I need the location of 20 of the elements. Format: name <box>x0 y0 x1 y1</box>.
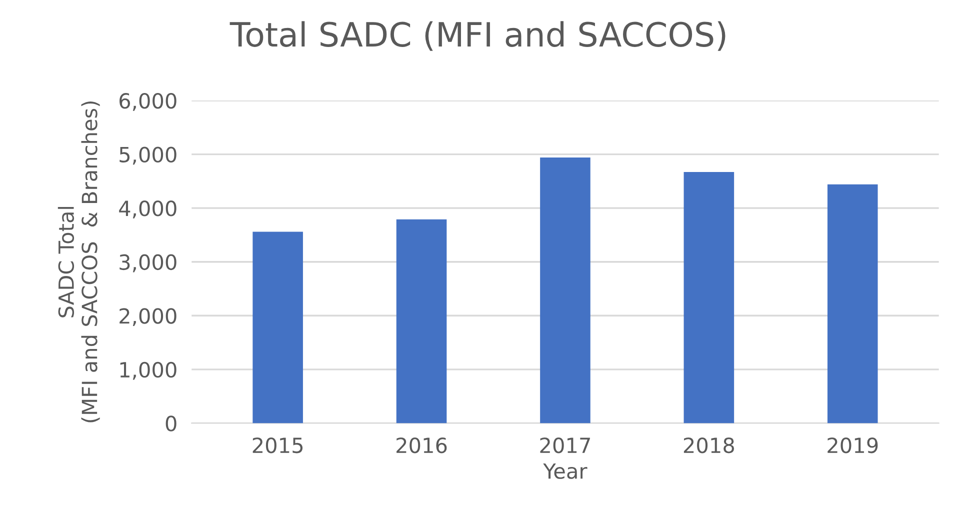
bar <box>396 219 447 424</box>
y-tick-label: 3,000 <box>120 254 176 272</box>
y-tick-label: 2,000 <box>120 308 176 326</box>
y-tick-label: 0 <box>166 416 176 432</box>
bar <box>827 184 878 424</box>
y-tick-label: 6,000 <box>120 92 176 111</box>
bar <box>540 158 590 424</box>
x-tick-label: 2018 <box>684 437 734 454</box>
y-axis-title: SADC Total (MFI and SACCOS & Branches) <box>58 102 100 422</box>
y-tick-label: 4,000 <box>119 200 176 218</box>
chart-title: Total SADC (MFI and SACCOS) <box>230 21 726 51</box>
x-axis-title: Year <box>543 463 588 479</box>
bar <box>252 232 303 424</box>
x-tick-label: 2019 <box>828 437 878 454</box>
x-tick-label: 2016 <box>396 437 447 454</box>
x-tick-label: 2017 <box>540 437 590 454</box>
x-tick-label: 2015 <box>252 437 303 454</box>
y-tick-label: 5,000 <box>120 146 176 165</box>
bar <box>684 172 734 424</box>
y-tick-label: 1,000 <box>120 362 176 380</box>
